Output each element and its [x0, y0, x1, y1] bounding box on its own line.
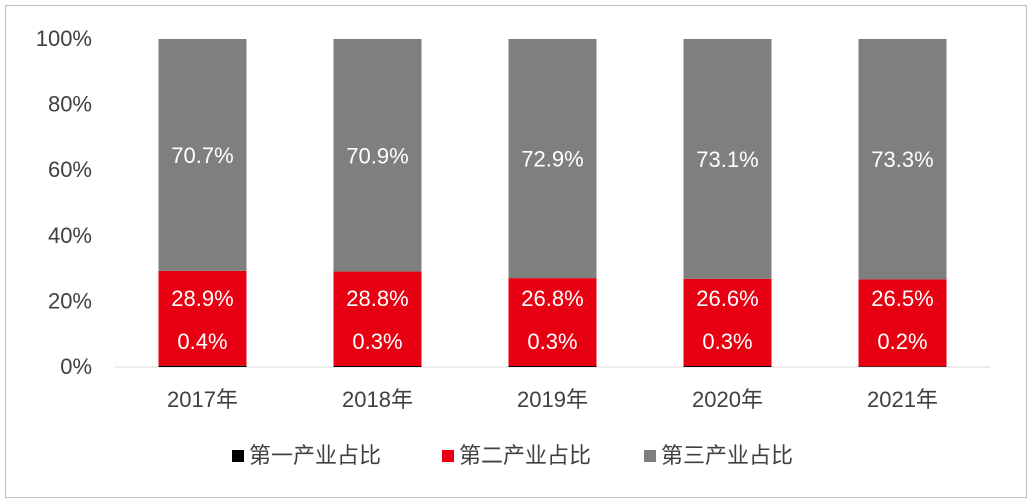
x-tick-label: 2021年	[867, 387, 938, 412]
bar-segment-3	[683, 39, 772, 279]
bar-segment-3	[333, 39, 422, 272]
bar-segment-3	[508, 39, 597, 279]
legend-label: 第二产业占比	[459, 443, 591, 468]
bar-segment-2	[858, 279, 947, 367]
x-tick-label: 2019年	[517, 387, 588, 412]
bar-segment-2	[158, 270, 247, 366]
bar-segment-1	[858, 366, 947, 367]
data-label-secondary: 26.8%	[521, 286, 583, 311]
bar-segment-3	[858, 39, 947, 280]
data-label-secondary: 28.8%	[346, 286, 408, 311]
bar-segment-1	[333, 366, 422, 367]
data-label-primary: 0.3%	[527, 329, 577, 354]
bar-segment-1	[508, 366, 597, 367]
y-tick-label: 80%	[48, 92, 92, 117]
x-tick-label: 2020年	[692, 387, 763, 412]
bar-segment-1	[683, 366, 772, 367]
data-label-secondary: 26.5%	[871, 286, 933, 311]
bar-segment-3	[158, 39, 247, 271]
y-tick-label: 20%	[48, 288, 92, 313]
data-label-secondary: 26.6%	[696, 286, 758, 311]
x-tick-label: 2017年	[167, 387, 238, 412]
data-label-tertiary: 72.9%	[521, 147, 583, 172]
data-label-primary: 0.3%	[352, 329, 402, 354]
y-tick-label: 60%	[48, 157, 92, 182]
data-label-tertiary: 70.7%	[171, 143, 233, 168]
data-label-tertiary: 73.3%	[871, 147, 933, 172]
y-tick-label: 40%	[48, 223, 92, 248]
bar-segment-2	[508, 278, 597, 367]
y-tick-label: 0%	[60, 354, 92, 379]
x-tick-label: 2018年	[342, 387, 413, 412]
data-label-primary: 0.3%	[702, 329, 752, 354]
bar-segment-1	[158, 365, 247, 367]
data-label-tertiary: 73.1%	[696, 147, 758, 172]
legend-swatch	[644, 450, 656, 462]
y-tick-label: 100%	[36, 26, 92, 51]
data-label-secondary: 28.9%	[171, 286, 233, 311]
bar-segment-2	[333, 271, 422, 367]
legend-label: 第一产业占比	[249, 443, 381, 468]
data-label-tertiary: 70.9%	[346, 143, 408, 168]
legend-label: 第三产业占比	[661, 443, 793, 468]
data-label-primary: 0.4%	[177, 329, 227, 354]
data-label-primary: 0.2%	[877, 329, 927, 354]
legend-swatch	[442, 450, 454, 462]
bar-segment-2	[683, 278, 772, 367]
legend-swatch	[232, 450, 244, 462]
